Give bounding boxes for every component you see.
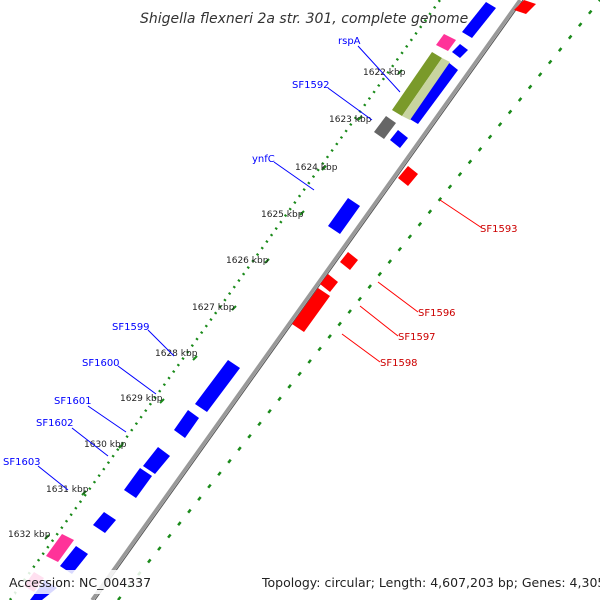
reverse-leaders bbox=[341, 199, 483, 363]
trna-block bbox=[436, 34, 456, 51]
kbp-label: 1622 kbp bbox=[363, 68, 406, 78]
forward-genes bbox=[30, 2, 496, 600]
gene-label-SF1597: SF1597 bbox=[398, 332, 436, 343]
gene-label-SF1603: SF1603 bbox=[3, 457, 41, 468]
gene-block bbox=[143, 447, 170, 474]
gene-block bbox=[452, 44, 468, 58]
gene-label-SF1600: SF1600 bbox=[82, 358, 120, 369]
kbp-label: 1625 kbp bbox=[261, 210, 304, 220]
gene-block bbox=[408, 62, 458, 124]
gene-block bbox=[195, 360, 240, 412]
gc-track-inner bbox=[8, 0, 442, 600]
gene-label-SF1602: SF1602 bbox=[36, 418, 74, 429]
gene-block bbox=[174, 410, 199, 438]
gene-block bbox=[320, 274, 338, 292]
gene-block bbox=[60, 546, 88, 574]
genome-backbone-edge bbox=[94, 0, 524, 600]
rrna-shadow bbox=[402, 58, 450, 120]
genome-backbone bbox=[90, 0, 522, 600]
reverse-genes bbox=[292, 0, 536, 332]
kbp-label: 1627 kbp bbox=[192, 303, 235, 313]
kbp-ticks bbox=[44, 69, 403, 540]
map-title: Shigella flexneri 2a str. 301, complete … bbox=[140, 11, 468, 27]
genome-summary: Topology: circular; Length: 4,607,203 bp… bbox=[261, 575, 600, 590]
gene-label-SF1599: SF1599 bbox=[112, 322, 150, 333]
gene-label-rspA: rspA bbox=[338, 36, 361, 47]
gene-label-SF1593: SF1593 bbox=[480, 224, 518, 235]
kbp-label: 1630 kbp bbox=[84, 440, 127, 450]
gene-block bbox=[390, 130, 408, 148]
trna-block bbox=[46, 534, 74, 562]
gene-label-ynfC: ynfC bbox=[252, 154, 275, 165]
gene-label-SF1592: SF1592 bbox=[292, 80, 330, 91]
rrna-block bbox=[392, 52, 442, 116]
kbp-label: 1623 kbp bbox=[329, 115, 372, 125]
gene-label-SF1596: SF1596 bbox=[418, 308, 456, 319]
gene-label-SF1601: SF1601 bbox=[54, 396, 92, 407]
gene-block bbox=[398, 166, 418, 186]
footer-bar bbox=[0, 570, 600, 594]
gene-block bbox=[340, 252, 358, 270]
gene-block bbox=[514, 0, 536, 14]
gene-block bbox=[124, 468, 152, 498]
gene-block bbox=[93, 512, 116, 533]
gc-track-outer bbox=[117, 0, 600, 600]
accession-label: Accession: NC_004337 bbox=[9, 575, 151, 590]
gene-block bbox=[462, 2, 496, 38]
forward-leaders bbox=[37, 45, 401, 491]
pseudo-block bbox=[374, 116, 396, 139]
kbp-label: 1632 kbp bbox=[8, 530, 51, 540]
kbp-label: 1626 kbp bbox=[226, 256, 269, 266]
kbp-label: 1628 kbp bbox=[155, 349, 198, 359]
kbp-label: 1629 kbp bbox=[120, 394, 163, 404]
gene-label-SF1598: SF1598 bbox=[380, 358, 418, 369]
gene-block bbox=[292, 288, 330, 332]
gene-block bbox=[328, 198, 360, 234]
kbp-label: 1624 kbp bbox=[295, 163, 338, 173]
